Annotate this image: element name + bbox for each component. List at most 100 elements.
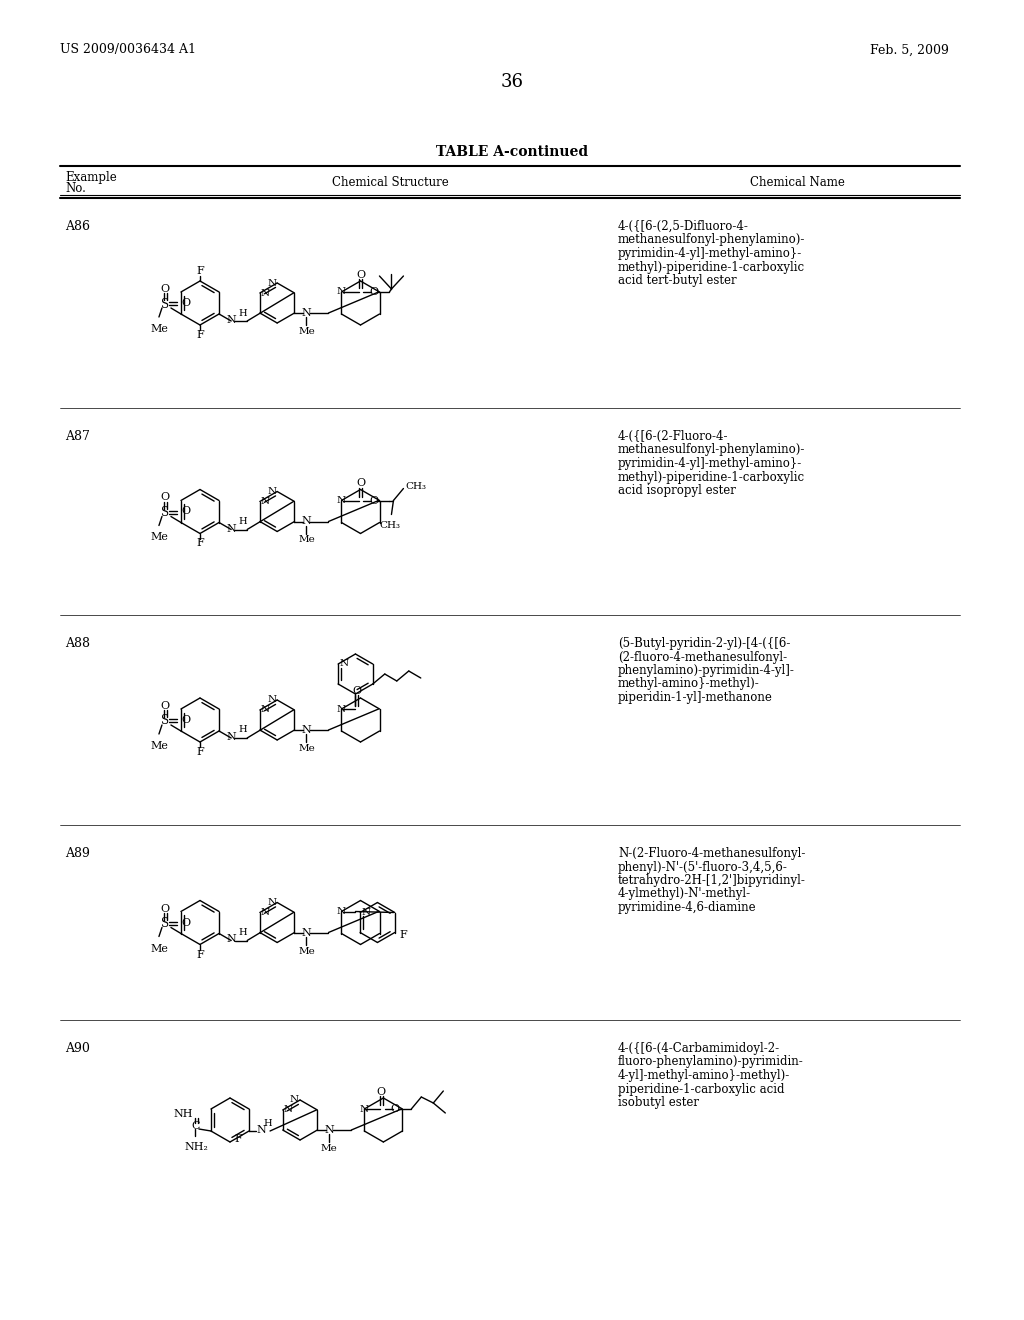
- Text: H: H: [263, 1118, 271, 1127]
- Text: N: N: [226, 733, 237, 742]
- Text: N: N: [359, 1105, 369, 1114]
- Text: S: S: [161, 917, 169, 931]
- Text: O: O: [369, 286, 378, 297]
- Text: Me: Me: [298, 327, 314, 337]
- Text: A87: A87: [65, 430, 90, 444]
- Text: A86: A86: [65, 220, 90, 234]
- Text: S: S: [161, 506, 169, 519]
- Text: Chemical Structure: Chemical Structure: [332, 177, 449, 190]
- Text: (5-Butyl-pyridin-2-yl)-[4-({[6-: (5-Butyl-pyridin-2-yl)-[4-({[6-: [618, 638, 791, 649]
- Text: isobutyl ester: isobutyl ester: [618, 1096, 699, 1109]
- Text: F: F: [399, 929, 408, 940]
- Text: O: O: [356, 271, 365, 280]
- Text: fluoro-phenylamino)-pyrimidin-: fluoro-phenylamino)-pyrimidin-: [618, 1056, 804, 1068]
- Text: O: O: [377, 1086, 386, 1097]
- Text: N: N: [325, 1125, 334, 1135]
- Text: O: O: [161, 701, 170, 711]
- Text: pyrimidin-4-yl]-methyl-amino}-: pyrimidin-4-yl]-methyl-amino}-: [618, 457, 802, 470]
- Text: N: N: [226, 935, 237, 945]
- Text: N: N: [302, 928, 311, 937]
- Text: S: S: [161, 297, 169, 310]
- Text: piperidine-1-carboxylic acid: piperidine-1-carboxylic acid: [618, 1082, 784, 1096]
- Text: O: O: [181, 917, 190, 928]
- Text: N: N: [261, 289, 270, 297]
- Text: A89: A89: [65, 847, 90, 861]
- Text: N: N: [261, 908, 270, 917]
- Text: H: H: [239, 726, 247, 734]
- Text: N: N: [302, 516, 311, 527]
- Text: phenylamino)-pyrimidin-4-yl]-: phenylamino)-pyrimidin-4-yl]-: [618, 664, 795, 677]
- Text: Me: Me: [150, 323, 168, 334]
- Text: N: N: [337, 705, 346, 714]
- Text: N: N: [267, 898, 276, 907]
- Text: O: O: [181, 298, 190, 308]
- Text: 4-ylmethyl)-N'-methyl-: 4-ylmethyl)-N'-methyl-: [618, 887, 752, 900]
- Text: Me: Me: [150, 944, 168, 953]
- Text: Me: Me: [298, 946, 314, 956]
- Text: acid isopropyl ester: acid isopropyl ester: [618, 484, 736, 498]
- Text: N: N: [290, 1096, 299, 1105]
- Text: O: O: [356, 479, 365, 488]
- Text: Me: Me: [321, 1144, 338, 1152]
- Text: F: F: [197, 267, 204, 276]
- Text: piperidin-1-yl]-methanone: piperidin-1-yl]-methanone: [618, 690, 773, 704]
- Text: Me: Me: [298, 536, 314, 544]
- Text: acid tert-butyl ester: acid tert-butyl ester: [618, 275, 736, 286]
- Text: methyl)-piperidine-1-carboxylic: methyl)-piperidine-1-carboxylic: [618, 260, 805, 273]
- Text: N: N: [337, 907, 346, 916]
- Text: N: N: [226, 524, 237, 533]
- Text: 4-yl]-methyl-amino}-methyl)-: 4-yl]-methyl-amino}-methyl)-: [618, 1069, 791, 1082]
- Text: TABLE A-continued: TABLE A-continued: [436, 145, 588, 158]
- Text: H: H: [239, 928, 247, 937]
- Text: A90: A90: [65, 1041, 90, 1055]
- Text: N: N: [302, 308, 311, 318]
- Text: O: O: [161, 492, 170, 503]
- Text: O: O: [391, 1104, 400, 1114]
- Text: H: H: [239, 517, 247, 525]
- Text: O: O: [352, 686, 361, 696]
- Text: US 2009/0036434 A1: US 2009/0036434 A1: [60, 44, 196, 57]
- Text: methyl-amino}-methyl)-: methyl-amino}-methyl)-: [618, 677, 760, 690]
- Text: NH₂: NH₂: [184, 1142, 208, 1152]
- Text: N: N: [339, 660, 348, 668]
- Text: N: N: [261, 498, 270, 506]
- Text: F: F: [197, 747, 204, 756]
- Text: Feb. 5, 2009: Feb. 5, 2009: [870, 44, 949, 57]
- Text: Chemical Name: Chemical Name: [750, 177, 845, 190]
- Text: pyrimidin-4-yl]-methyl-amino}-: pyrimidin-4-yl]-methyl-amino}-: [618, 247, 802, 260]
- Text: F: F: [197, 539, 204, 549]
- Text: Example: Example: [65, 172, 117, 185]
- Text: O: O: [181, 715, 190, 725]
- Text: N: N: [261, 705, 270, 714]
- Text: Me: Me: [150, 741, 168, 751]
- Text: F: F: [197, 949, 204, 960]
- Text: (2-fluoro-4-methanesulfonyl-: (2-fluoro-4-methanesulfonyl-: [618, 651, 787, 664]
- Text: methanesulfonyl-phenylamino)-: methanesulfonyl-phenylamino)-: [618, 234, 805, 247]
- Text: O: O: [161, 903, 170, 913]
- Text: S: S: [161, 714, 169, 727]
- Text: Me: Me: [150, 532, 168, 543]
- Text: O: O: [181, 507, 190, 516]
- Text: N: N: [337, 288, 346, 297]
- Text: 36: 36: [501, 73, 523, 91]
- Text: phenyl)-N'-(5'-fluoro-3,4,5,6-: phenyl)-N'-(5'-fluoro-3,4,5,6-: [618, 861, 787, 874]
- Text: N: N: [256, 1125, 266, 1135]
- Text: CH₃: CH₃: [379, 520, 400, 529]
- Text: F: F: [234, 1134, 242, 1144]
- Text: N: N: [302, 725, 311, 735]
- Text: N: N: [337, 496, 346, 506]
- Text: methyl)-piperidine-1-carboxylic: methyl)-piperidine-1-carboxylic: [618, 470, 805, 483]
- Text: No.: No.: [65, 182, 86, 195]
- Text: N: N: [284, 1106, 293, 1114]
- Text: O: O: [369, 495, 378, 506]
- Text: N: N: [361, 908, 371, 917]
- Text: C: C: [191, 1121, 201, 1131]
- Text: tetrahydro-2H-[1,2']bipyridinyl-: tetrahydro-2H-[1,2']bipyridinyl-: [618, 874, 806, 887]
- Text: O: O: [161, 284, 170, 294]
- Text: 4-({[6-(2-Fluoro-4-: 4-({[6-(2-Fluoro-4-: [618, 430, 728, 444]
- Text: F: F: [197, 330, 204, 341]
- Text: N: N: [226, 315, 237, 325]
- Text: A88: A88: [65, 638, 90, 649]
- Text: Me: Me: [298, 744, 314, 752]
- Text: N: N: [267, 487, 276, 496]
